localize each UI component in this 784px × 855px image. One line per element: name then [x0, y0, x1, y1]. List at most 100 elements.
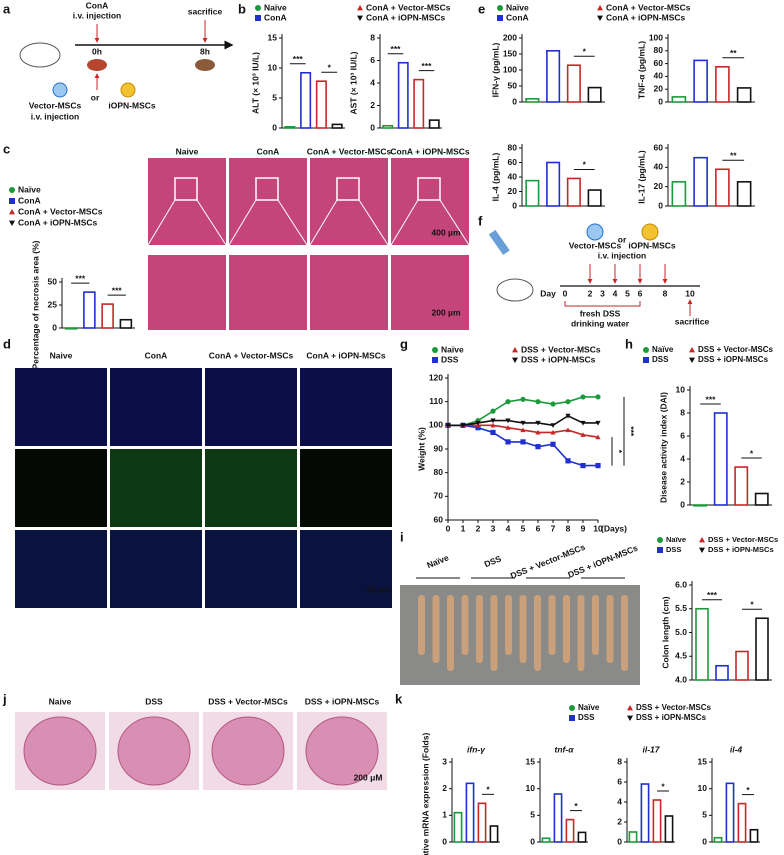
day-label: 3: [600, 288, 605, 298]
y-tick-label: 0: [680, 499, 685, 509]
zoom-line: [228, 199, 257, 246]
legend-marker: [699, 547, 705, 553]
bar: [525, 179, 540, 207]
y-tick-label: 2: [617, 816, 622, 826]
legend-label: ConA: [264, 12, 287, 22]
cell-icon: [120, 82, 136, 98]
point: [580, 432, 586, 437]
zoom-line: [390, 199, 419, 246]
legend-label: DSS + Vector-MSCs: [521, 344, 601, 354]
bar: [736, 87, 752, 103]
y-tick-label: 8: [617, 756, 622, 766]
y-tick-label: 150: [503, 48, 517, 58]
legend-marker: [657, 537, 663, 543]
colon-specimen: [548, 595, 556, 655]
y-axis-label: Percentage of necrosis area (%): [30, 240, 40, 369]
legend-label: Naïve: [441, 344, 464, 354]
legend-label: DSS: [666, 545, 681, 554]
colon-specimen: [621, 595, 628, 671]
day-label: 4: [613, 288, 618, 298]
point: [520, 427, 526, 433]
y-tick-label: 100: [429, 420, 443, 430]
legend-label: Naïve: [18, 184, 41, 194]
label: Day: [540, 288, 556, 298]
legend-marker: [512, 347, 518, 353]
significance-label: *: [750, 600, 754, 610]
chart-title: ifn-γ: [467, 744, 486, 754]
legend-marker: [9, 198, 15, 204]
significance-label: *: [486, 785, 490, 795]
y-tick-label: 20: [654, 181, 664, 191]
label: drinking water: [571, 318, 630, 328]
y-tick-label: 60: [654, 58, 664, 68]
point: [550, 441, 556, 447]
point: [505, 418, 511, 424]
significance-label: *: [614, 450, 624, 454]
zoom-box: [336, 177, 360, 201]
y-tick-label: 0: [52, 322, 57, 332]
label: 8h: [200, 46, 210, 56]
y-tick-label: 50: [48, 276, 58, 286]
panel-label: i: [400, 529, 404, 544]
column-label: Naive: [50, 350, 73, 360]
y-axis-label: Disease activity index (DAI): [658, 392, 668, 503]
y-tick-label: 50: [508, 80, 518, 90]
point: [490, 422, 496, 428]
column-label: DSS + Vector-MSCs: [208, 696, 288, 706]
point: [550, 429, 556, 435]
y-tick-label: 0: [658, 200, 663, 210]
y-tick-label: 0: [530, 836, 535, 846]
x-tick-label: 0: [446, 523, 451, 533]
point: [520, 396, 526, 402]
significance-label: ***: [112, 285, 123, 295]
legend-label: ConA: [506, 12, 529, 22]
legend-label: ConA + iOPN-MSCs: [18, 217, 98, 227]
legend-marker: [643, 357, 649, 363]
bar: [119, 318, 133, 329]
legend-label: ConA + Vector-MSCs: [366, 2, 451, 12]
micrograph: [300, 368, 392, 446]
bar: [565, 818, 575, 843]
y-tick-label: 80: [654, 45, 664, 55]
micrograph: [205, 368, 297, 446]
column-label: ConA + iOPN-MSCs: [306, 350, 386, 360]
y-tick-label: 0: [442, 836, 447, 846]
point: [550, 401, 556, 407]
legend-marker: [512, 357, 518, 363]
mouse-icon: [19, 42, 61, 68]
y-tick-label: 20: [508, 186, 518, 196]
x-tick-label: 1: [461, 523, 466, 533]
y-tick-label: 80: [508, 142, 518, 152]
scale-label: 200 μM: [354, 772, 383, 782]
day-label: 10: [685, 288, 695, 298]
panel-label: e: [478, 1, 485, 16]
label: or: [618, 234, 627, 244]
significance-label: **: [730, 48, 737, 58]
bar: [428, 119, 440, 129]
bar: [671, 181, 687, 207]
label: Vector-MSCs: [569, 240, 622, 250]
y-axis-label: IL-17 (pg/mL): [636, 150, 646, 204]
legend-label: DSS: [578, 713, 595, 722]
label: ConA: [86, 0, 109, 10]
bar: [331, 123, 343, 129]
label: i.v. injection: [31, 111, 80, 121]
bar: [715, 664, 729, 681]
micrograph: [310, 158, 388, 245]
bar: [566, 64, 581, 103]
label: iOPN-MSCs: [628, 240, 676, 250]
day-label: 5: [625, 288, 630, 298]
bar: [715, 168, 730, 207]
y-tick-label: 60: [434, 514, 444, 524]
x-tick-label: 8: [566, 523, 571, 533]
bar: [577, 831, 587, 843]
panel-label: a: [3, 1, 11, 16]
legend-marker: [657, 547, 663, 553]
x-tick-label: 9: [581, 523, 586, 533]
micrograph: [15, 530, 107, 608]
micrograph: [148, 255, 226, 330]
y-axis-label: IFN-γ (pg/mL): [490, 42, 500, 97]
x-tick-label: 4: [506, 523, 511, 533]
cell-icon: [641, 223, 659, 241]
